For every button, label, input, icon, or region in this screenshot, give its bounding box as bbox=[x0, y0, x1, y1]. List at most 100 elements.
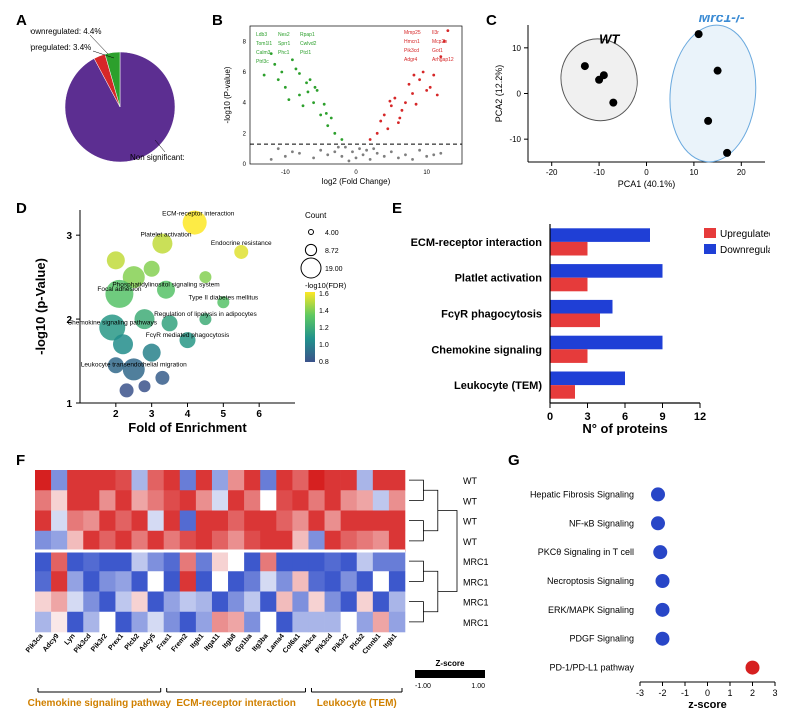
svg-text:Chemokine signaling: Chemokine signaling bbox=[431, 344, 542, 356]
svg-text:ECM-receptor interaction: ECM-receptor interaction bbox=[176, 698, 295, 709]
svg-text:4: 4 bbox=[243, 101, 247, 107]
svg-text:-log10(FDR): -log10(FDR) bbox=[305, 281, 347, 290]
svg-text:Adcy9: Adcy9 bbox=[42, 633, 61, 654]
svg-text:PD-1/PD-L1 pathway: PD-1/PD-L1 pathway bbox=[549, 663, 634, 673]
svg-text:Upregulated: Upregulated bbox=[720, 229, 770, 240]
svg-text:10: 10 bbox=[423, 170, 430, 176]
svg-text:Gp1ba: Gp1ba bbox=[234, 633, 253, 654]
svg-text:Chemokine signaling pathways: Chemokine signaling pathways bbox=[67, 319, 157, 326]
svg-text:Focal adhesion: Focal adhesion bbox=[97, 286, 141, 293]
svg-text:2: 2 bbox=[243, 131, 247, 137]
svg-text:Leukocyte transendothelial mig: Leukocyte transendothelial migration bbox=[81, 361, 187, 368]
svg-text:6: 6 bbox=[256, 409, 262, 420]
svg-text:Ptrl3c: Ptrl3c bbox=[256, 59, 269, 65]
svg-text:Got1: Got1 bbox=[432, 48, 443, 54]
svg-text:Regulation of lipolysis in adi: Regulation of lipolysis in adipocytes bbox=[154, 311, 257, 318]
svg-text:Pik3cd: Pik3cd bbox=[314, 633, 334, 655]
svg-text:PKCθ Signaling in T cell: PKCθ Signaling in T cell bbox=[538, 547, 634, 557]
svg-text:WT: WT bbox=[599, 31, 620, 46]
svg-text:MRC1: MRC1 bbox=[463, 577, 489, 587]
svg-text:Platlet activation: Platlet activation bbox=[455, 273, 543, 285]
svg-text:NF-κB Signaling: NF-κB Signaling bbox=[569, 518, 634, 528]
svg-text:WT: WT bbox=[463, 476, 477, 486]
svg-text:3: 3 bbox=[772, 688, 777, 698]
svg-text:0: 0 bbox=[644, 168, 649, 177]
svg-text:Mrc1-/-: Mrc1-/- bbox=[699, 15, 745, 25]
svg-text:8: 8 bbox=[243, 39, 247, 45]
svg-text:log2 (Fold Change): log2 (Fold Change) bbox=[322, 177, 391, 186]
svg-text:Downregulated: 4.4%: Downregulated: 4.4% bbox=[30, 27, 102, 36]
svg-text:0: 0 bbox=[354, 170, 358, 176]
svg-text:-log10 (p-Value): -log10 (p-Value) bbox=[33, 258, 48, 355]
svg-text:Ldb3: Ldb3 bbox=[256, 32, 267, 38]
svg-text:Arhgap12: Arhgap12 bbox=[432, 57, 454, 63]
svg-text:Mcp2b: Mcp2b bbox=[432, 39, 447, 45]
svg-text:Col6a1: Col6a1 bbox=[282, 633, 302, 655]
svg-text:Platelet activation: Platelet activation bbox=[141, 231, 192, 238]
svg-text:6: 6 bbox=[243, 70, 247, 76]
svg-text:12: 12 bbox=[694, 411, 706, 423]
panel-g-dot: -3-2-10123Hepatic Fibrosis SignalingNF-κ… bbox=[510, 460, 785, 710]
svg-text:Rpap1: Rpap1 bbox=[300, 32, 315, 38]
svg-text:Prex1: Prex1 bbox=[107, 633, 125, 652]
svg-text:Upregulated: 3.4%: Upregulated: 3.4% bbox=[30, 43, 91, 52]
svg-text:1.00: 1.00 bbox=[471, 683, 485, 690]
svg-text:Nes2: Nes2 bbox=[278, 32, 290, 38]
svg-text:Pik3r2: Pik3r2 bbox=[331, 633, 350, 654]
panel-e-bar: ECM-receptor interaction Platlet activati… bbox=[400, 210, 770, 435]
svg-text:MRC1: MRC1 bbox=[463, 598, 489, 608]
svg-text:10: 10 bbox=[689, 168, 698, 177]
svg-text:Z-score: Z-score bbox=[436, 659, 465, 668]
svg-text:PCA1 (40.1%): PCA1 (40.1%) bbox=[618, 179, 676, 189]
svg-text:Frem2: Frem2 bbox=[170, 633, 189, 654]
svg-text:Cwlvd2: Cwlvd2 bbox=[300, 41, 317, 47]
svg-text:4: 4 bbox=[185, 409, 191, 420]
svg-text:Tom1l1: Tom1l1 bbox=[256, 41, 272, 47]
svg-text:10: 10 bbox=[512, 44, 521, 53]
panel-f-heatmap: WTWTWTWTMRC1MRC1MRC1MRC1Pik3caAdcy9LynPi… bbox=[25, 460, 500, 710]
panel-d-enrichment: 23456123ECM-receptor interactionPlatelet… bbox=[30, 200, 370, 435]
svg-text:Pik3r2: Pik3r2 bbox=[90, 633, 109, 654]
svg-text:5: 5 bbox=[221, 409, 227, 420]
svg-text:-10: -10 bbox=[281, 170, 290, 176]
svg-text:Ptcl1: Ptcl1 bbox=[300, 50, 311, 56]
svg-text:MRC1: MRC1 bbox=[463, 618, 489, 628]
svg-text:Necroptosis Signaling: Necroptosis Signaling bbox=[547, 576, 634, 586]
svg-text:ECM-receptor interaction: ECM-receptor interaction bbox=[162, 210, 235, 217]
svg-text:3: 3 bbox=[66, 231, 72, 242]
svg-text:WT: WT bbox=[463, 496, 477, 506]
svg-text:-10: -10 bbox=[509, 135, 521, 144]
svg-text:Hmcn1: Hmcn1 bbox=[404, 39, 420, 45]
svg-text:MRC1: MRC1 bbox=[463, 557, 489, 567]
svg-text:1.4: 1.4 bbox=[319, 308, 329, 315]
svg-text:Pik3ca: Pik3ca bbox=[25, 633, 45, 655]
svg-text:19.00: 19.00 bbox=[325, 266, 343, 273]
svg-text:-20: -20 bbox=[546, 168, 558, 177]
svg-text:FcγR mediated phagocytosis: FcγR mediated phagocytosis bbox=[146, 332, 230, 339]
svg-text:1.6: 1.6 bbox=[319, 291, 329, 298]
svg-text:Itgb1: Itgb1 bbox=[382, 633, 398, 650]
svg-text:Phc1: Phc1 bbox=[278, 50, 290, 56]
svg-text:Type II diabetes mellitus: Type II diabetes mellitus bbox=[188, 294, 258, 301]
svg-text:1.2: 1.2 bbox=[319, 325, 329, 332]
svg-text:Il3r: Il3r bbox=[432, 30, 439, 36]
svg-text:-2: -2 bbox=[658, 688, 666, 698]
svg-text:Calm3: Calm3 bbox=[256, 50, 271, 56]
svg-text:20: 20 bbox=[737, 168, 746, 177]
svg-text:Mmp25: Mmp25 bbox=[404, 30, 421, 36]
svg-text:PDGF Signaling: PDGF Signaling bbox=[569, 634, 634, 644]
svg-text:-10: -10 bbox=[593, 168, 605, 177]
panel-label-a: A bbox=[16, 12, 27, 29]
svg-text:ECM-receptor interaction: ECM-receptor interaction bbox=[411, 237, 543, 249]
svg-text:Hepatic Fibrosis Signaling: Hepatic Fibrosis Signaling bbox=[530, 489, 634, 499]
svg-text:Pik3cd: Pik3cd bbox=[73, 633, 93, 655]
svg-text:0: 0 bbox=[547, 411, 553, 423]
svg-text:8.72: 8.72 bbox=[325, 248, 339, 255]
svg-text:-1.00: -1.00 bbox=[415, 683, 431, 690]
svg-text:1: 1 bbox=[66, 399, 72, 410]
svg-text:Downregulated: Downregulated bbox=[720, 245, 770, 256]
svg-text:Fold of Enrichment: Fold of Enrichment bbox=[128, 420, 247, 435]
svg-text:z-score: z-score bbox=[688, 699, 727, 710]
svg-text:Adgr4: Adgr4 bbox=[404, 57, 418, 63]
svg-text:Leukocyte (TEM): Leukocyte (TEM) bbox=[317, 698, 397, 709]
